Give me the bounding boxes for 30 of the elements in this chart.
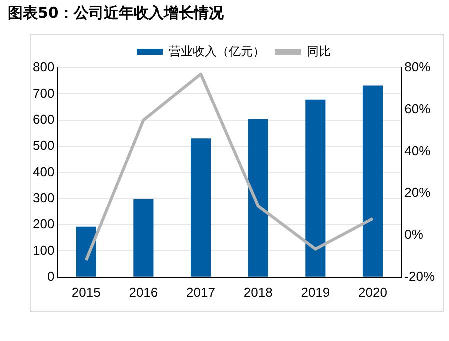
x-tick-label: 2015 <box>72 284 101 300</box>
bar <box>248 119 268 277</box>
y-tick-label: 700 <box>32 86 55 101</box>
bar <box>362 86 384 277</box>
x-tick-label: 2017 <box>186 284 216 300</box>
y-tick-label: 600 <box>32 112 55 127</box>
x-tick-label: 2016 <box>129 284 158 300</box>
y-tick-label: 0 <box>47 268 55 284</box>
y2-tick-label: -20% <box>404 268 436 284</box>
y2-tick-label: 60% <box>404 101 432 116</box>
bar <box>76 226 96 277</box>
y-tick-label: 100 <box>32 242 55 258</box>
chart-title: 图表50：公司近年收入增长情况 <box>8 4 224 23</box>
y2-tick-label: 20% <box>404 185 432 200</box>
legend-label: 营业收入（亿元） <box>169 44 265 58</box>
x-tick-label: 2018 <box>244 284 273 300</box>
y-tick-label: 300 <box>32 190 55 206</box>
bar <box>134 199 154 277</box>
y-tick-label: 400 <box>32 164 55 180</box>
y-tick-label: 800 <box>32 60 55 75</box>
bar <box>306 100 326 277</box>
y-tick-label: 200 <box>32 216 55 232</box>
legend-label: 同比 <box>307 44 331 58</box>
bar <box>190 138 212 277</box>
x-tick-label: 2019 <box>301 284 330 300</box>
x-tick-label: 2020 <box>358 284 388 300</box>
y2-tick-label: 0% <box>404 227 424 242</box>
y2-tick-label: 80% <box>404 60 432 75</box>
y-tick-label: 500 <box>32 138 55 154</box>
y2-tick-label: 40% <box>404 143 432 158</box>
